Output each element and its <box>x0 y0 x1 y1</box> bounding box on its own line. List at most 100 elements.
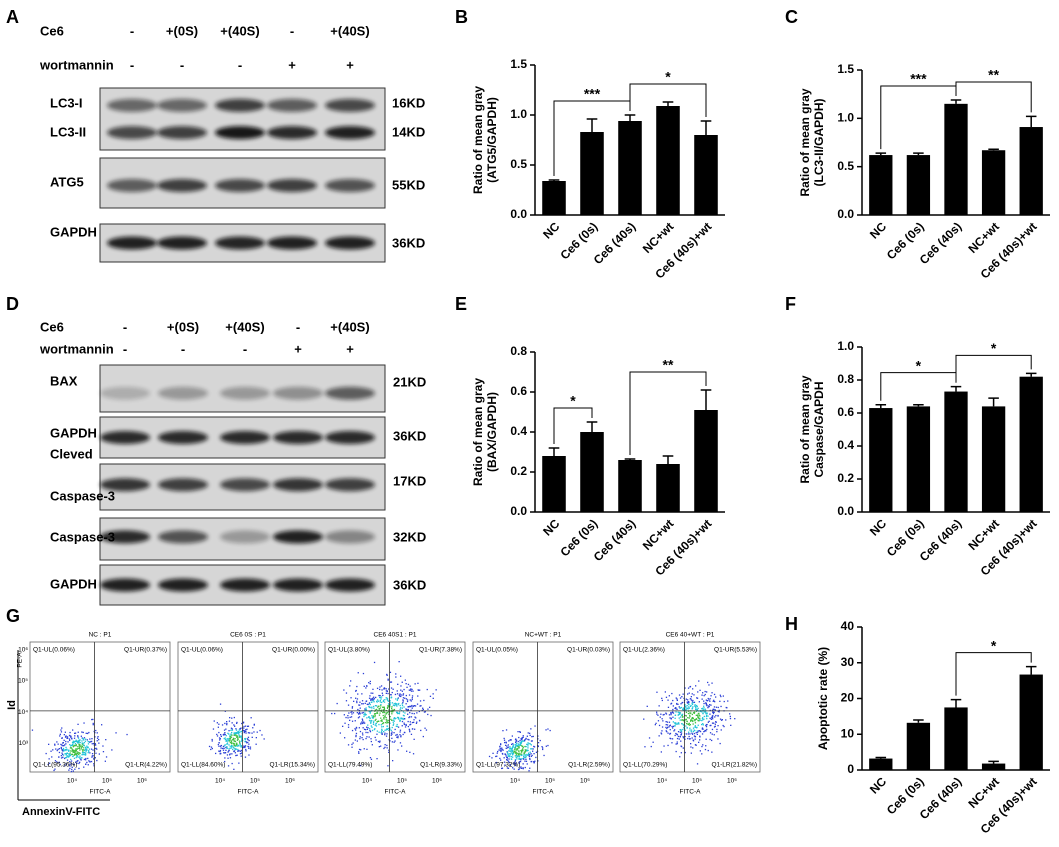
event-dot <box>507 754 509 756</box>
event-dot <box>403 706 405 708</box>
event-dot <box>87 757 89 760</box>
event-dot <box>82 751 84 754</box>
event-dot <box>369 683 371 685</box>
event-dot <box>402 702 404 704</box>
event-dot <box>250 717 252 719</box>
event-dot <box>243 725 245 728</box>
event-dot <box>695 705 697 707</box>
flow-x-tick: 10⁶ <box>432 778 442 785</box>
event-dot <box>392 719 394 721</box>
event-dot <box>87 752 89 754</box>
event-dot <box>88 748 91 750</box>
event-dot <box>398 694 400 696</box>
event-dot <box>378 731 380 733</box>
blot-band <box>325 236 375 250</box>
event-dot <box>711 709 714 711</box>
event-dot <box>519 744 521 746</box>
event-dot <box>398 712 400 714</box>
event-dot <box>77 742 79 744</box>
event-dot <box>111 749 113 751</box>
event-dot <box>530 744 532 746</box>
event-dot <box>359 701 361 703</box>
event-dot <box>381 732 383 734</box>
event-dot <box>69 731 71 734</box>
event-dot <box>686 723 688 725</box>
event-dot <box>233 732 235 734</box>
event-dot <box>81 757 83 759</box>
event-dot <box>70 758 72 761</box>
event-dot <box>681 715 683 717</box>
event-dot <box>685 733 688 735</box>
event-dot <box>80 735 82 737</box>
event-dot <box>231 728 233 730</box>
event-dot <box>529 757 531 760</box>
event-dot <box>519 767 521 769</box>
event-dot <box>237 745 239 747</box>
event-dot <box>98 739 100 741</box>
event-dot <box>688 722 690 724</box>
event-dot <box>702 719 704 721</box>
event-dot <box>699 715 701 717</box>
event-dot <box>407 725 409 728</box>
event-dot <box>694 718 696 721</box>
condition-value: + <box>288 57 296 72</box>
event-dot <box>54 744 56 746</box>
event-dot <box>68 749 70 751</box>
event-dot <box>240 755 242 757</box>
quadrant-label: Q1-LL(79.49%) <box>328 762 372 769</box>
event-dot <box>371 706 373 708</box>
event-dot <box>720 705 722 708</box>
event-dot <box>515 740 517 743</box>
event-dot <box>61 752 63 754</box>
event-dot <box>78 741 80 744</box>
event-dot <box>233 768 235 770</box>
event-dot <box>529 767 531 769</box>
event-dot <box>93 742 95 745</box>
blot-band <box>107 126 157 140</box>
quadrant-label: Q1-UL(2.36%) <box>623 647 665 654</box>
event-dot <box>400 736 402 738</box>
event-dot <box>84 749 86 751</box>
event-dot <box>372 722 375 724</box>
blot-label: Cleved <box>50 446 93 461</box>
error-bar <box>1025 665 1037 675</box>
event-dot <box>410 709 412 711</box>
event-dot <box>235 735 237 737</box>
event-dot <box>64 753 66 755</box>
event-dot <box>236 735 239 737</box>
event-dot <box>695 732 697 734</box>
event-dot <box>717 706 719 709</box>
event-dot <box>66 748 68 750</box>
event-dot <box>355 697 357 699</box>
event-dot <box>74 732 77 734</box>
event-dot <box>405 698 408 700</box>
event-dot <box>234 725 236 727</box>
event-dot <box>692 699 694 702</box>
event-dot <box>690 696 692 698</box>
event-dot <box>693 719 696 721</box>
event-dot <box>509 747 512 749</box>
event-dot <box>427 713 429 716</box>
event-dot <box>229 717 231 719</box>
event-dot <box>369 717 371 719</box>
event-dot <box>91 755 93 757</box>
event-dot <box>83 739 85 741</box>
event-dot <box>383 706 385 708</box>
event-dot <box>231 742 233 744</box>
y-tick-label: 0.6 <box>837 405 854 419</box>
event-dot <box>527 742 529 744</box>
event-dot <box>717 725 719 727</box>
event-dot <box>393 708 396 711</box>
event-dot <box>424 711 426 713</box>
event-dot <box>661 697 663 699</box>
event-dot <box>704 711 707 713</box>
significance-bracket <box>629 371 707 455</box>
event-dot <box>259 729 261 732</box>
event-dot <box>696 697 698 699</box>
event-dot <box>517 731 519 733</box>
event-dot <box>734 718 736 720</box>
event-dot <box>505 744 507 746</box>
event-dot <box>533 753 535 755</box>
event-dot <box>660 733 663 735</box>
condition-value: + <box>346 341 354 356</box>
